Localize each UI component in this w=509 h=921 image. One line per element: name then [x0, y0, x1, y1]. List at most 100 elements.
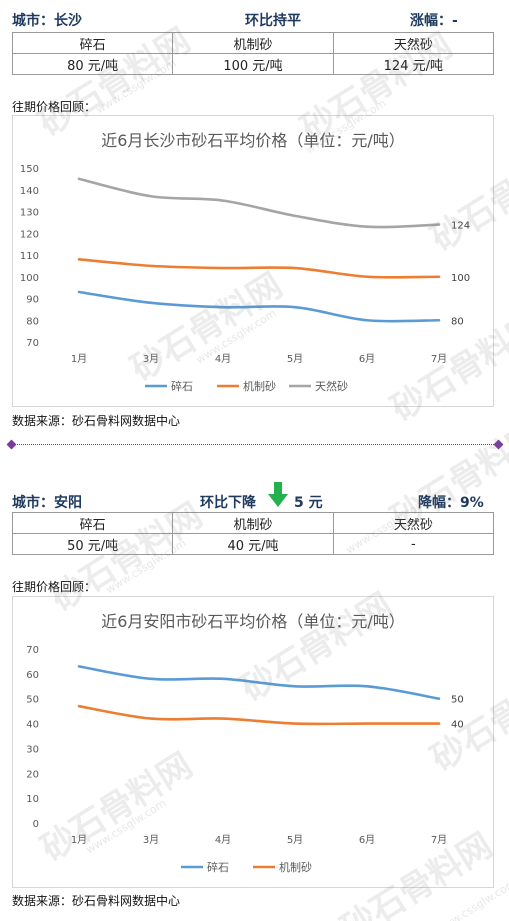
data-label: 100	[451, 273, 470, 284]
legend-label: 机制砂	[243, 379, 276, 393]
data-label: 80	[451, 316, 464, 327]
y-tick-label: 70	[26, 645, 39, 656]
change-prefix: 降幅：	[418, 495, 460, 511]
table-header-cell: 机制砂	[172, 32, 334, 54]
data-label: 124	[451, 221, 470, 232]
table-header-row: 碎石 机制砂 天然砂	[11, 512, 495, 534]
separator-dot	[6, 439, 17, 450]
data-point	[150, 195, 153, 198]
y-tick-label: 140	[20, 186, 39, 197]
table-cell: 100 元/吨	[172, 53, 334, 75]
x-tick-label: 3月	[143, 353, 159, 365]
data-point	[222, 678, 225, 681]
table-header-cell: 天然砂	[332, 512, 495, 534]
table-cell: 40 元/吨	[172, 533, 334, 555]
data-point	[78, 665, 81, 668]
data-label: 50	[451, 695, 464, 706]
data-point	[294, 722, 297, 725]
series-line-3	[77, 177, 441, 229]
y-tick-label: 80	[26, 316, 39, 327]
data-point	[438, 223, 441, 226]
table-cell: 50 元/吨	[11, 533, 174, 555]
data-point	[366, 275, 369, 278]
x-tick-label: 5月	[287, 353, 303, 365]
data-point	[150, 717, 153, 720]
x-tick-label: 6月	[359, 353, 375, 365]
history-label: 往期价格回顾：	[12, 100, 97, 114]
trend-amount: 5 元	[294, 495, 323, 511]
data-point	[438, 319, 441, 322]
price-table: 碎石 机制砂 天然砂 80 元/吨 100 元/吨 124 元/吨	[11, 32, 495, 75]
y-tick-label: 10	[26, 794, 39, 805]
data-point	[78, 178, 81, 181]
data-point	[222, 267, 225, 270]
history-label: 往期价格回顾：	[12, 580, 97, 594]
data-point	[150, 302, 153, 305]
trend-label: 环比下降	[200, 495, 256, 511]
chart-title: 近6月安阳市砂石平均价格（单位：元/吨）	[101, 612, 405, 631]
data-point	[78, 705, 81, 708]
change-value: 9%	[460, 495, 484, 511]
y-tick-label: 110	[20, 251, 39, 262]
y-tick-label: 50	[26, 695, 39, 706]
x-tick-label: 6月	[359, 834, 375, 846]
data-point	[78, 291, 81, 294]
data-point	[438, 697, 441, 700]
data-point	[366, 722, 369, 725]
change-prefix: 涨幅：	[410, 13, 452, 29]
x-tick-label: 7月	[431, 834, 447, 846]
data-point	[222, 199, 225, 202]
y-tick-label: 60	[26, 670, 39, 681]
y-tick-label: 0	[33, 819, 39, 830]
x-tick-label: 3月	[143, 834, 159, 846]
x-tick-label: 5月	[287, 834, 303, 846]
data-point	[366, 319, 369, 322]
data-point	[438, 722, 441, 725]
data-source: 数据来源：砂石骨料网数据中心	[12, 414, 181, 428]
table-row: 50 元/吨 40 元/吨 -	[11, 533, 495, 555]
chart-changsha: 近6月长沙市砂石平均价格（单位：元/吨） 70 80 90 100 110 120 130 14…	[12, 115, 494, 407]
y-tick-label: 90	[26, 295, 39, 306]
x-tick-label: 1月	[71, 353, 87, 365]
data-point	[78, 258, 81, 261]
y-tick-label: 70	[26, 338, 39, 349]
data-point	[366, 685, 369, 688]
city-label: 城市：安阳	[12, 495, 82, 511]
change-value: -	[452, 13, 458, 29]
series-line-2	[77, 704, 441, 726]
table-header-cell: 机制砂	[172, 512, 334, 534]
y-tick-label: 150	[20, 164, 39, 175]
x-tick-label: 7月	[431, 353, 447, 365]
y-tick-label: 100	[20, 273, 39, 284]
data-point	[150, 265, 153, 268]
data-point	[222, 717, 225, 720]
series-line-2	[77, 258, 441, 279]
city-label: 城市：长沙	[12, 13, 82, 29]
data-point	[438, 275, 441, 278]
chart-svg: 近6月长沙市砂石平均价格（单位：元/吨） 70 80 90 100 110 120 130 14…	[20, 131, 470, 393]
table-header-row: 碎石 机制砂 天然砂	[11, 32, 495, 54]
data-point	[366, 225, 369, 228]
series-line-1	[77, 290, 441, 323]
table-header-cell: 天然砂	[332, 32, 495, 54]
table-row: 80 元/吨 100 元/吨 124 元/吨	[11, 53, 495, 75]
table-cell: -	[332, 533, 495, 555]
legend-label: 碎石	[207, 860, 229, 874]
y-tick-label: 20	[26, 769, 39, 780]
x-tick-label: 1月	[71, 834, 87, 846]
data-point	[222, 306, 225, 309]
data-point	[150, 678, 153, 681]
change-label: 降幅：9%	[418, 492, 484, 512]
legend-label: 天然砂	[315, 379, 348, 393]
separator-dot	[493, 439, 504, 450]
x-tick-label: 4月	[215, 353, 231, 365]
table-cell: 124 元/吨	[332, 53, 495, 75]
legend-label: 碎石	[171, 379, 193, 393]
data-source: 数据来源：砂石骨料网数据中心	[12, 894, 181, 908]
arrow-down-icon	[268, 482, 288, 507]
data-point	[294, 685, 297, 688]
price-table: 碎石 机制砂 天然砂 50 元/吨 40 元/吨 -	[11, 512, 495, 555]
y-tick-label: 130	[20, 208, 39, 219]
section-separator	[10, 444, 500, 445]
legend-label: 机制砂	[279, 860, 312, 874]
